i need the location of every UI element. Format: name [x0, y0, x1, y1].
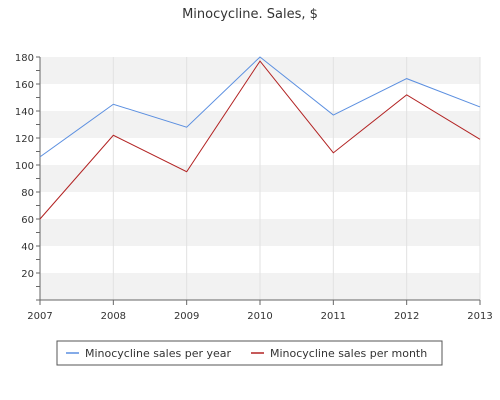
chart-title: Minocycline. Sales, $ — [182, 7, 318, 22]
x-tick-label: 2009 — [174, 311, 199, 322]
series-lines — [39, 56, 481, 220]
x-tick-label: 2008 — [101, 311, 126, 322]
y-tick-label: 140 — [15, 107, 34, 118]
legend-box — [56, 340, 443, 366]
y-tick-label: 80 — [21, 188, 34, 199]
y-tick-label: 20 — [21, 269, 34, 280]
y-tick-label: 160 — [15, 80, 34, 91]
x-axis-ticks: 2007 2008 2009 2010 2011 2012 2013 — [27, 300, 493, 322]
y-axis-ticks: 20 40 60 80 100 120 140 160 180 — [15, 53, 40, 301]
x-tick-label: 2010 — [247, 311, 272, 322]
y-tick-label: 120 — [15, 134, 34, 145]
legend-label: Minocycline sales per year — [85, 347, 232, 360]
y-tick-label: 180 — [15, 53, 34, 64]
x-tick-label: 2012 — [394, 311, 419, 322]
y-tick-label: 100 — [15, 161, 34, 172]
y-tick-label: 40 — [21, 242, 34, 253]
legend-label: Minocycline sales per month — [270, 347, 427, 360]
series-line-1 — [39, 56, 481, 158]
x-tick-label: 2013 — [467, 311, 492, 322]
y-tick-label: 60 — [21, 215, 34, 226]
x-tick-label: 2007 — [27, 311, 52, 322]
series-line-2 — [39, 60, 481, 220]
legend: Minocycline sales per year Minocycline sa… — [56, 340, 443, 366]
x-tick-label: 2011 — [321, 311, 346, 322]
